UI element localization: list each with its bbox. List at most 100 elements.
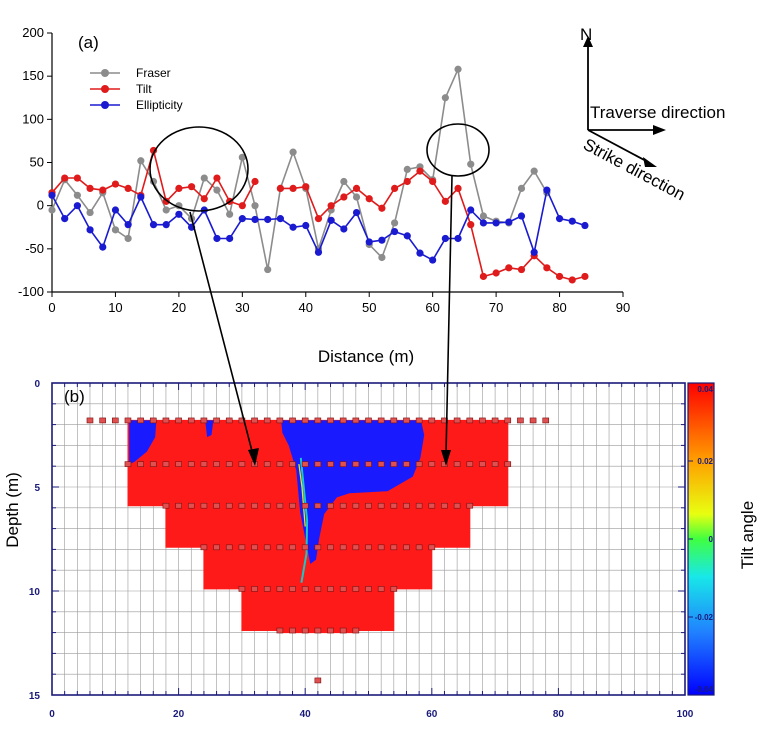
station-marker <box>314 627 322 634</box>
station-marker <box>352 627 360 634</box>
station-marker <box>289 502 296 509</box>
station-marker <box>365 417 372 424</box>
station-marker <box>339 461 347 467</box>
station-marker <box>352 417 360 424</box>
y-tick-label: -50 <box>25 241 44 256</box>
colorbar-tick-label: 0.02 <box>697 457 713 466</box>
data-point-fraser <box>111 226 120 234</box>
data-point-tilt <box>568 276 576 284</box>
data-point-tilt <box>441 197 449 205</box>
data-point-tilt <box>175 184 183 192</box>
data-point-ellipticity <box>289 223 297 231</box>
station-marker <box>441 502 448 509</box>
panel-a-axes: -100 -50 0 50 100 150 200 0 10 20 30 40 50 60 70 80 90 <box>18 25 630 315</box>
station-marker <box>428 544 436 551</box>
transition-contour-yellow <box>298 464 306 527</box>
station-marker <box>276 417 284 424</box>
data-point-ellipticity <box>441 234 449 243</box>
data-point-fraser <box>124 234 132 243</box>
station-marker <box>289 461 296 467</box>
data-point-tilt <box>505 264 513 272</box>
panel-a-label: (a) <box>78 33 99 52</box>
station-marker <box>301 586 309 592</box>
x-tick-label: 50 <box>362 300 376 315</box>
data-point-ellipticity <box>517 212 526 220</box>
data-point-ellipticity <box>48 191 56 199</box>
station-marker <box>263 586 271 592</box>
compass: N Traverse direction Strike direction <box>580 25 725 204</box>
data-point-fraser <box>213 186 221 194</box>
station-marker <box>352 586 360 592</box>
station-marker <box>225 461 233 467</box>
data-point-ellipticity <box>99 243 107 251</box>
station-marker <box>263 461 271 467</box>
station-marker <box>365 502 372 509</box>
data-point-ellipticity <box>555 215 564 223</box>
data-point-ellipticity <box>61 215 69 223</box>
data-point-ellipticity <box>73 202 81 210</box>
data-point-fraser <box>352 193 361 201</box>
station-marker <box>238 544 246 551</box>
x-tick-label: 70 <box>489 300 503 315</box>
data-point-tilt <box>111 180 120 188</box>
highlight-ellipse-left <box>149 126 249 212</box>
station-marker <box>327 544 334 551</box>
station-marker <box>187 461 195 467</box>
legend: Fraser Tilt Ellipticity <box>90 66 183 112</box>
y-tick-label: 50 <box>30 155 44 170</box>
data-point-fraser <box>403 165 411 174</box>
station-marker <box>162 461 170 467</box>
data-point-tilt <box>99 186 107 194</box>
station-marker <box>517 417 524 424</box>
station-marker <box>149 417 157 424</box>
negative-zone-center <box>281 420 425 564</box>
station-marker <box>390 502 398 509</box>
data-point-fraser <box>454 65 462 73</box>
station-marker <box>238 586 246 592</box>
data-point-ellipticity <box>340 225 348 233</box>
x-tick-label: 0 <box>49 709 55 720</box>
x-tick-label: 20 <box>172 300 186 315</box>
data-point-fraser <box>517 184 526 192</box>
station-marker <box>339 544 347 551</box>
station-marker <box>377 461 385 467</box>
x-tick-label: 60 <box>426 709 438 720</box>
data-point-tilt <box>403 177 411 186</box>
station-marker <box>365 544 372 551</box>
data-point-ellipticity <box>467 206 475 214</box>
data-point-tilt <box>187 183 196 191</box>
connector-arrow-right <box>445 175 453 456</box>
station-marker <box>251 417 258 424</box>
data-point-ellipticity <box>391 227 399 236</box>
station-marker <box>200 502 208 509</box>
station-marker <box>251 502 258 509</box>
station-marker <box>403 544 410 551</box>
data-point-tilt <box>543 264 551 272</box>
x-tick-label: 90 <box>616 300 630 315</box>
station-marker <box>200 417 208 424</box>
x-tick-label: 10 <box>108 300 122 315</box>
x-tick-label: 60 <box>425 300 439 315</box>
y-tick-label: 15 <box>29 691 41 702</box>
panel-b-label: (b) <box>64 387 85 406</box>
connector-arrowhead-left <box>248 448 259 466</box>
station-marker <box>162 502 170 509</box>
data-point-tilt <box>416 167 424 175</box>
station-marker <box>453 502 461 509</box>
data-point-tilt <box>289 184 297 192</box>
data-point-ellipticity <box>429 256 437 264</box>
station-marker <box>466 461 474 467</box>
x-tick-label: 40 <box>300 709 312 720</box>
traverse-label: Traverse direction <box>590 103 725 122</box>
data-point-ellipticity <box>137 193 145 201</box>
station-marker <box>390 586 398 592</box>
station-marker <box>377 544 385 551</box>
station-marker <box>428 502 436 509</box>
data-point-ellipticity <box>111 206 120 214</box>
negative-zone-left <box>129 420 157 465</box>
station-marker <box>390 417 398 424</box>
station-marker <box>238 502 246 509</box>
data-point-ellipticity <box>365 238 373 246</box>
station-marker <box>352 461 360 467</box>
